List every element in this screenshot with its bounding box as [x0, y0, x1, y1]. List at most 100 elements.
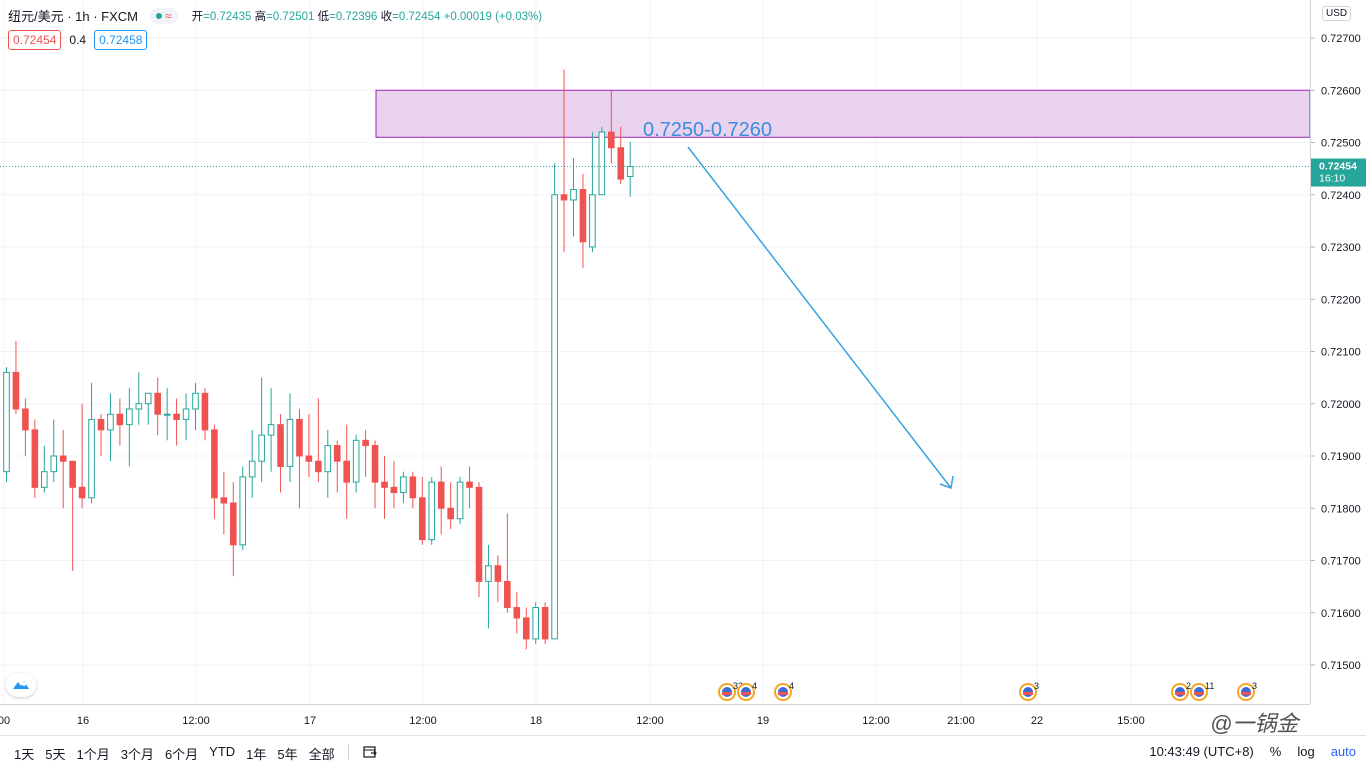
currency-button[interactable]: USD — [1322, 6, 1352, 21]
bearish-candle — [59, 429, 67, 509]
bullish-candle — [626, 141, 634, 197]
bullish-candle — [286, 393, 294, 483]
bullish-candle — [107, 393, 114, 462]
range-1d[interactable]: 1天 — [14, 747, 35, 762]
economic-event-flag-icon[interactable]: 33 — [718, 681, 743, 701]
goto-date-icon[interactable] — [362, 744, 378, 763]
time-tick-label: 22 — [1031, 715, 1043, 727]
bullish-candle — [485, 544, 492, 629]
candle-body — [173, 413, 180, 420]
bullish-candle — [182, 393, 190, 441]
bullish-candle — [88, 382, 95, 504]
candle-body — [277, 424, 284, 467]
candle-body — [333, 445, 341, 462]
grid-layer — [0, 0, 1310, 704]
log-toggle[interactable]: log — [1297, 744, 1315, 759]
event-count: 3 — [1034, 681, 1039, 691]
candle-body — [182, 408, 190, 420]
price-axis[interactable]: 0.72700 0.72600 0.72500 0.72400 0.72300 0.722… — [1310, 0, 1366, 704]
economic-event-flag-icon[interactable]: 11 — [1190, 681, 1214, 701]
economic-event-flag-icon[interactable]: 2 — [1171, 681, 1191, 701]
candle-body — [428, 481, 436, 541]
bullish-candle — [456, 476, 464, 524]
candle-body — [22, 408, 29, 431]
candle-body — [258, 434, 265, 462]
bearish-candle — [504, 513, 511, 613]
time-tick-label: 17 — [304, 715, 316, 727]
candle-body — [390, 486, 398, 494]
bearish-candle — [494, 555, 502, 603]
bearish-candle — [466, 466, 473, 509]
economic-event-flag-icon[interactable]: 4 — [737, 681, 757, 701]
time-tick-label: 16 — [77, 715, 89, 727]
high-label: 高 — [254, 10, 267, 23]
candle-body — [31, 429, 39, 488]
flag-stripe — [1175, 692, 1185, 695]
time-tick-label: 19 — [757, 715, 769, 727]
range-5d[interactable]: 5天 — [45, 747, 66, 762]
bearish-candle — [78, 403, 86, 509]
market-status[interactable]: ≈ — [150, 7, 178, 24]
economic-event-flag-icon[interactable]: 3 — [1019, 681, 1039, 701]
bullish-candle — [532, 602, 540, 645]
candle-body — [201, 392, 209, 431]
divider — [347, 744, 349, 760]
bullish-candle — [570, 158, 577, 237]
price-tick-label: 0.71500 — [1321, 660, 1361, 672]
sell-button[interactable]: 0.72454 — [8, 30, 62, 50]
close-value: =0.72454 — [392, 10, 441, 23]
candle-body — [116, 413, 124, 426]
candle-body — [59, 455, 67, 462]
bearish-candle — [220, 471, 228, 535]
bullish-candle — [589, 132, 596, 253]
bullish-candle — [135, 372, 143, 425]
range-ytd[interactable]: YTD — [209, 744, 236, 759]
candle-body — [626, 166, 634, 177]
candle-body — [126, 408, 133, 426]
candlestick-chart[interactable]: 0.7250-0.7260 33 4 4 3 2 11 3 — [0, 0, 1311, 704]
bearish-candle — [419, 476, 426, 545]
candle-body — [50, 455, 58, 473]
candle-body — [513, 607, 521, 619]
range-6m[interactable]: 6个月 — [164, 747, 199, 762]
auto-toggle[interactable]: auto — [1330, 744, 1356, 759]
economic-event-flag-icon[interactable]: 3 — [1237, 681, 1257, 701]
resistance-zone-layer — [375, 89, 1311, 138]
bearish-candle — [362, 429, 369, 477]
time-axis[interactable]: 00 16 12:00 17 12:00 18 12:00 19 12:00 21:00 22 15:… — [0, 704, 1310, 735]
bearish-candle — [154, 377, 161, 436]
economic-event-flag-icon[interactable]: 4 — [774, 681, 794, 701]
flag-stripe — [722, 692, 732, 695]
candle-body — [532, 607, 540, 640]
close-label: 收 — [380, 10, 393, 23]
price-tick-label: 0.72200 — [1321, 294, 1361, 306]
range-all[interactable]: 全部 — [308, 747, 335, 762]
percent-toggle[interactable]: % — [1269, 744, 1282, 759]
candle-body — [230, 502, 237, 546]
clock-time[interactable]: 10:43:49 (UTC+8) — [1149, 744, 1254, 759]
candle-body — [192, 392, 199, 410]
candle-body — [343, 460, 350, 483]
range-5y[interactable]: 5年 — [277, 747, 298, 762]
candle-body — [589, 194, 596, 248]
price-tick-label: 0.72400 — [1321, 190, 1361, 202]
candle-body — [144, 392, 152, 405]
time-tick-label: 12:00 — [409, 715, 437, 727]
chart-area[interactable]: 0.7250-0.7260 33 4 4 3 2 11 3 纽元/美元 · 1h · FXCM… — [0, 0, 1311, 704]
range-1y[interactable]: 1年 — [246, 747, 267, 762]
down-arrow-line — [687, 146, 952, 489]
range-3m[interactable]: 3个月 — [120, 747, 154, 762]
range-1m[interactable]: 1个月 — [76, 747, 110, 762]
buy-button[interactable]: 0.72458 — [94, 30, 148, 50]
bullish-candle — [3, 367, 10, 483]
candle-body — [494, 565, 502, 582]
flag-stripe — [741, 692, 751, 695]
event-count: 4 — [789, 681, 794, 691]
watermark: @一锅金 — [1210, 711, 1299, 736]
time-tick-label: 21:00 — [947, 715, 975, 727]
chart-legend: 纽元/美元 · 1h · FXCM ≈ 开=0.72435 高=0.72501 … — [8, 6, 542, 25]
symbol-title[interactable]: 纽元/美元 · 1h · FXCM — [8, 9, 139, 24]
tradingview-logo-icon[interactable] — [6, 673, 36, 697]
price-tick-label: 0.72100 — [1321, 347, 1361, 359]
change-value: +0.00019 (+0.03%) — [443, 10, 543, 23]
